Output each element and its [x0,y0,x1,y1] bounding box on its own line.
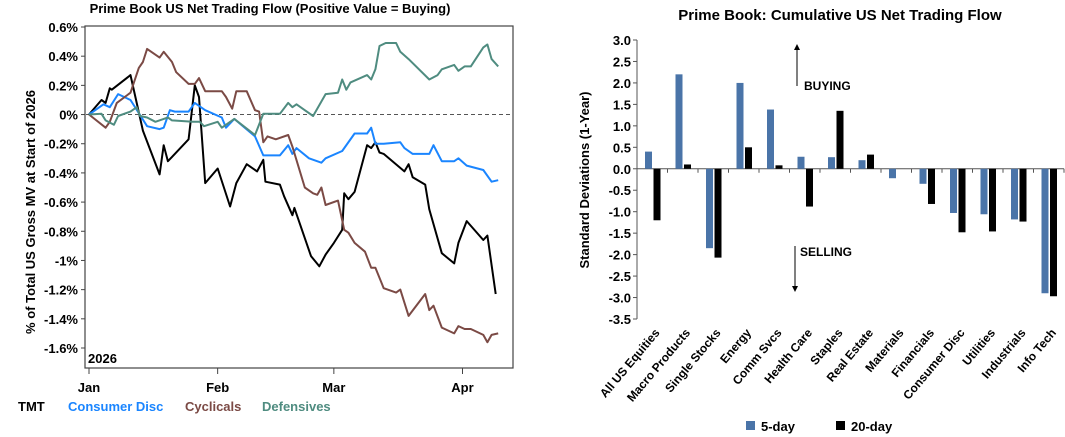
selling-annotation: SELLING [800,245,852,259]
y-tick-label: 0.0 [613,162,631,177]
y-tick-label: 0.4% [48,49,78,64]
bar-5-day-macro-products [675,74,683,169]
bar-20-day-macro-products [684,164,691,169]
x-tick-label: Jan [78,380,100,395]
right-chart-title: Prime Book: Cumulative US Net Trading Fl… [678,7,1002,24]
y-tick-label: -3.5 [609,312,631,327]
bar-5-day-staples [828,157,835,169]
legend-swatch-5-day [746,421,755,430]
y-tick-label: -1% [55,253,79,268]
y-tick-label: -2.5 [609,269,631,284]
y-tick-label: -1.5 [609,226,631,241]
legend-item: 20-day [851,419,893,434]
x-tick-label: Mar [322,380,345,395]
legend-item: TMT [18,399,45,414]
series-line-tmt [88,74,497,295]
left-chart-title: Prime Book US Net Trading Flow (Positive… [90,1,451,16]
bar-5-day-utilities [980,168,988,215]
y-tick-label: 2.0 [613,76,631,91]
y-tick-label: -1.4% [44,312,78,327]
legend-item: Defensives [262,399,331,414]
y-tick-label: 1.0 [613,119,631,134]
bar-20-day-industrials [1019,168,1027,222]
legend-item: 5-day [761,419,796,434]
bar-5-day-real-estate [858,160,866,169]
y-tick-label: -0.5 [609,183,631,198]
x-tick-label: Apr [451,380,473,395]
bar-5-day-all-us-equities [645,151,652,169]
bar-20-day-info-tech [1050,168,1057,297]
y-tick-label: -1.6% [44,341,78,356]
y-tick-label: -0.4% [44,166,78,181]
series-line-consumer-disc [88,93,499,183]
year-label: 2026 [88,351,117,366]
right-y-axis-label: Standard Deviations (1-Year) [577,92,592,269]
left-plot-frame [84,25,514,369]
bar-20-day-comm-svcs [775,165,783,169]
y-tick-label: 0.2% [48,78,78,93]
bar-20-day-all-us-equities [653,168,661,221]
y-tick-label: 0% [59,108,78,123]
y-tick-label: 0.5 [613,140,631,155]
legend-item: Consumer Disc [68,399,163,414]
y-tick-label: -0.8% [44,224,78,239]
left-line-chart: Prime Book US Net Trading Flow (Positive… [18,1,514,414]
y-tick-label: 2.5 [613,54,631,69]
legend-item: Cyclicals [185,399,241,414]
y-tick-label: 3.0 [613,33,631,48]
bar-5-day-energy [736,82,744,169]
bar-20-day-financials [928,168,935,204]
bar-5-day-financials [919,168,927,184]
bar-5-day-info-tech [1041,168,1049,294]
bar-5-day-materials [889,168,896,179]
bar-20-day-real-estate [867,154,874,169]
bar-5-day-consumer-disc [950,168,957,213]
y-tick-label: 0.6% [48,20,78,35]
y-tick-label: -3.0 [609,291,631,306]
bar-20-day-health-care [806,168,813,207]
buying-arrowhead-icon [794,44,800,50]
y-tick-label: -0.6% [44,195,78,210]
bar-5-day-single-stocks [706,168,713,249]
y-tick-label: -1.2% [44,283,78,298]
bar-5-day-comm-svcs [767,109,774,169]
y-tick-label: -2.0 [609,248,631,263]
y-tick-label: -1.0 [609,205,631,220]
bar-5-day-health-care [797,156,805,169]
y-tick-label: -0.2% [44,137,78,152]
bar-20-day-energy [745,147,752,169]
bar-20-day-single-stocks [714,168,722,258]
selling-arrowhead-icon [792,286,798,292]
bar-20-day-consumer-disc [958,168,966,233]
bar-20-day-utilities [989,168,996,232]
legend-swatch-20-day [836,421,845,430]
left-y-axis-label: % of Total US Gross MV at Start of 2026 [23,90,38,334]
bar-20-day-staples [836,110,844,169]
y-tick-label: 1.5 [613,97,631,112]
x-tick-label: Feb [206,380,229,395]
bar-5-day-industrials [1011,168,1018,220]
buying-annotation: BUYING [804,79,851,93]
series-line-cyclicals [88,47,499,344]
series-line-defensives [88,42,499,136]
